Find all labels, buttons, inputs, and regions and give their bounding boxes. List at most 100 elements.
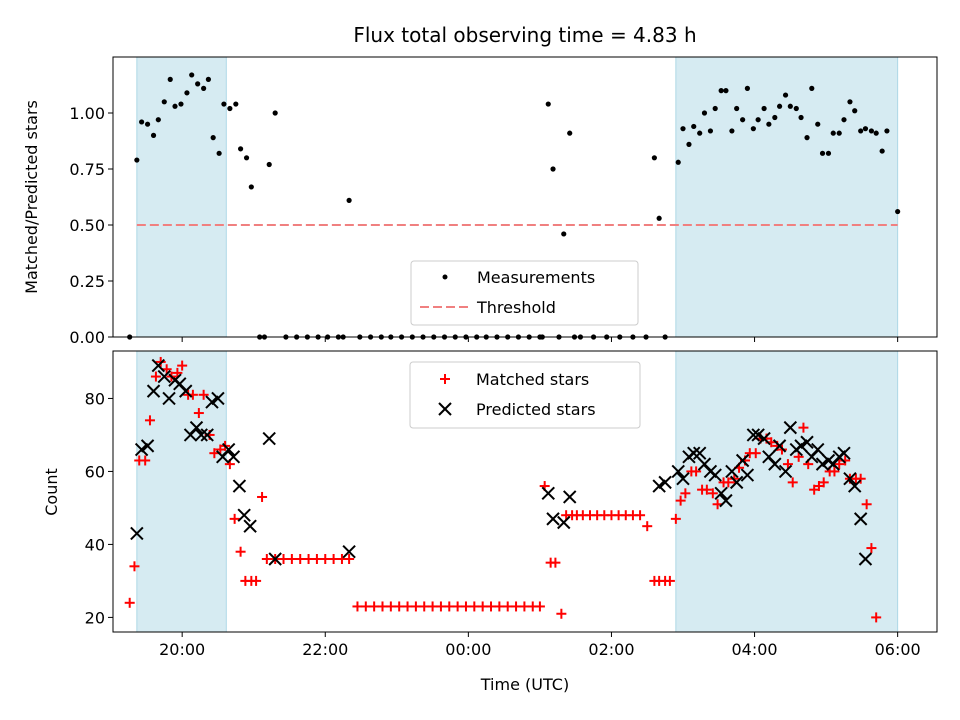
measurement-point bbox=[744, 85, 750, 91]
measurement-point bbox=[237, 146, 244, 152]
measurement-point bbox=[172, 103, 178, 109]
predicted-point bbox=[194, 428, 208, 442]
measurement-point bbox=[150, 132, 157, 138]
measurement-point bbox=[561, 231, 567, 237]
y-axis-label: Matched/Predicted stars bbox=[22, 100, 41, 294]
measurement-point bbox=[227, 105, 233, 112]
matched-point bbox=[360, 601, 371, 612]
matched-point bbox=[261, 554, 272, 565]
matched-point bbox=[129, 561, 140, 572]
matched-point bbox=[435, 601, 446, 612]
matched-point bbox=[460, 601, 471, 612]
measurement-point bbox=[836, 130, 842, 136]
legend-marker-predicted bbox=[438, 402, 452, 416]
legend-label-predicted: Predicted stars bbox=[476, 400, 596, 419]
predicted-point bbox=[725, 464, 739, 479]
predicted-point bbox=[719, 493, 733, 508]
measurement-point bbox=[819, 150, 826, 156]
measurement-point bbox=[804, 135, 810, 141]
predicted-point bbox=[162, 391, 176, 406]
y-tick-label: 1.00 bbox=[69, 104, 105, 123]
matched-point bbox=[534, 601, 545, 612]
predicted-point bbox=[200, 428, 214, 442]
predicted-point bbox=[237, 508, 251, 522]
ratio-panel: Flux total observing time = 4.83 h 0.00 0… bbox=[22, 23, 938, 347]
measurement-point bbox=[161, 99, 167, 105]
predicted-point bbox=[563, 490, 577, 504]
predicted-point bbox=[546, 512, 560, 526]
measurement-point bbox=[701, 110, 708, 116]
predicted-point bbox=[746, 428, 761, 442]
measurement-point bbox=[346, 197, 352, 203]
matched-point bbox=[444, 601, 455, 612]
measurement-point bbox=[755, 117, 761, 123]
matched-point bbox=[427, 601, 438, 612]
measurement-point bbox=[210, 135, 216, 141]
measurement-point bbox=[139, 119, 145, 125]
matched-point bbox=[723, 477, 734, 488]
measurement-point bbox=[734, 105, 740, 112]
matched-point bbox=[871, 612, 882, 623]
measurement-point bbox=[787, 103, 793, 109]
matched-point bbox=[295, 554, 306, 565]
measurement-point bbox=[766, 121, 772, 127]
matched-point bbox=[344, 554, 355, 565]
measurement-point bbox=[852, 108, 858, 114]
measurement-point bbox=[178, 101, 184, 107]
predicted-point bbox=[157, 369, 171, 384]
measurement-point bbox=[272, 110, 278, 116]
y-tick-label: 40 bbox=[85, 535, 105, 554]
matched-point bbox=[834, 459, 845, 470]
predicted-point bbox=[708, 468, 722, 482]
legend-marker-matched bbox=[440, 374, 450, 384]
predicted-point bbox=[243, 519, 257, 533]
measurement-point bbox=[216, 150, 222, 156]
matched-point bbox=[193, 408, 204, 419]
predicted-point bbox=[211, 391, 225, 406]
matched-point bbox=[861, 499, 872, 510]
chart-title: Flux total observing time = 4.83 h bbox=[353, 23, 696, 47]
measurement-point bbox=[195, 81, 201, 87]
measurement-point bbox=[879, 148, 885, 154]
x-tick-label: 20:00 bbox=[159, 640, 205, 659]
measurement-point bbox=[868, 128, 875, 134]
predicted-point bbox=[671, 464, 685, 479]
legend-marker-measurements bbox=[442, 274, 448, 280]
x-tick-label: 04:00 bbox=[731, 640, 777, 659]
y-tick-label: 0.00 bbox=[69, 328, 105, 347]
predicted-point bbox=[557, 515, 571, 530]
matched-point bbox=[550, 557, 561, 568]
predicted-point bbox=[837, 446, 851, 460]
y-tick-label: 0.25 bbox=[69, 272, 105, 291]
measurement-point bbox=[656, 215, 662, 221]
measurement-point bbox=[651, 155, 657, 161]
predicted-point bbox=[794, 439, 808, 453]
matched-point bbox=[144, 415, 155, 426]
axis-ticks: 0.00 0.25 0.50 0.75 1.00 bbox=[69, 104, 899, 347]
matched-point bbox=[140, 455, 151, 466]
predicted-point bbox=[140, 439, 155, 453]
matched-point bbox=[701, 484, 712, 495]
predicted-point bbox=[714, 486, 728, 501]
matched-point bbox=[707, 488, 718, 499]
measurement-point bbox=[830, 130, 836, 136]
matched-point bbox=[150, 371, 161, 382]
x-tick-label: 00:00 bbox=[445, 640, 491, 659]
predicted-point bbox=[815, 457, 830, 471]
measurement-point bbox=[825, 150, 832, 156]
measurement-point bbox=[884, 128, 890, 134]
x-tick-label: 06:00 bbox=[875, 640, 921, 659]
predicted-point bbox=[757, 431, 771, 446]
legend-box bbox=[409, 361, 641, 429]
measurement-point bbox=[184, 90, 190, 96]
observing-interval-1 bbox=[136, 56, 227, 338]
predicted-point bbox=[687, 446, 701, 460]
measurement-point bbox=[750, 126, 756, 132]
legend-label-measurements: Measurements bbox=[477, 268, 595, 287]
measurement-point bbox=[776, 103, 783, 109]
matched-point bbox=[369, 601, 380, 612]
measurement-point bbox=[707, 128, 714, 134]
measurement-point bbox=[712, 105, 718, 112]
measurement-point bbox=[545, 101, 551, 107]
